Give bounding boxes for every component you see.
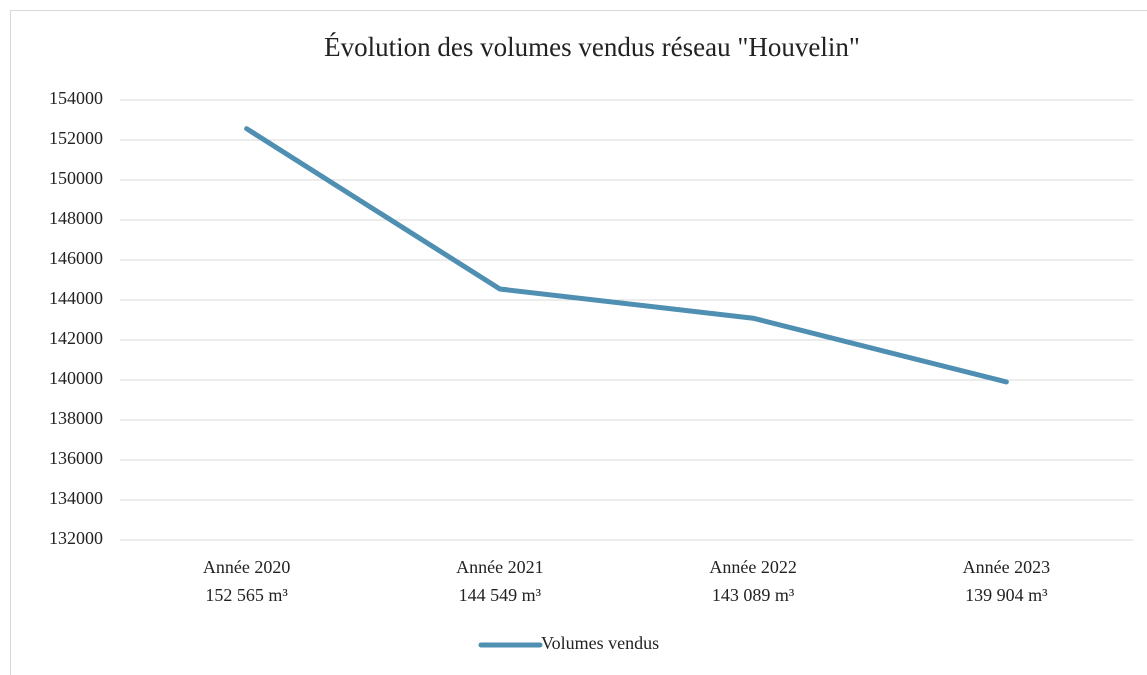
data-label: 139 904 m³	[965, 585, 1048, 605]
chart-title: Évolution des volumes vendus réseau "Hou…	[324, 32, 860, 62]
x-tick-label: Année 2020	[203, 557, 290, 577]
y-tick-label: 136000	[49, 448, 103, 468]
y-tick-label: 152000	[49, 128, 103, 148]
y-tick-label: 154000	[49, 88, 103, 108]
data-label: 144 549 m³	[459, 585, 542, 605]
x-tick-label: Année 2022	[709, 557, 796, 577]
data-label: 143 089 m³	[712, 585, 795, 605]
x-tick-label: Année 2021	[456, 557, 543, 577]
chart-frame	[10, 10, 1147, 675]
y-tick-label: 138000	[49, 408, 103, 428]
y-tick-label: 144000	[49, 288, 103, 308]
y-tick-label: 148000	[49, 208, 103, 228]
y-tick-label: 146000	[49, 248, 103, 268]
y-tick-label: 150000	[49, 168, 103, 188]
data-line	[244, 126, 1009, 385]
data-label: 152 565 m³	[205, 585, 288, 605]
legend-label: Volumes vendus	[541, 633, 659, 653]
x-tick-label: Année 2023	[963, 557, 1050, 577]
y-tick-label: 142000	[49, 328, 103, 348]
y-tick-label: 132000	[49, 528, 103, 548]
y-tick-label: 134000	[49, 488, 103, 508]
y-tick-label: 140000	[49, 368, 103, 388]
